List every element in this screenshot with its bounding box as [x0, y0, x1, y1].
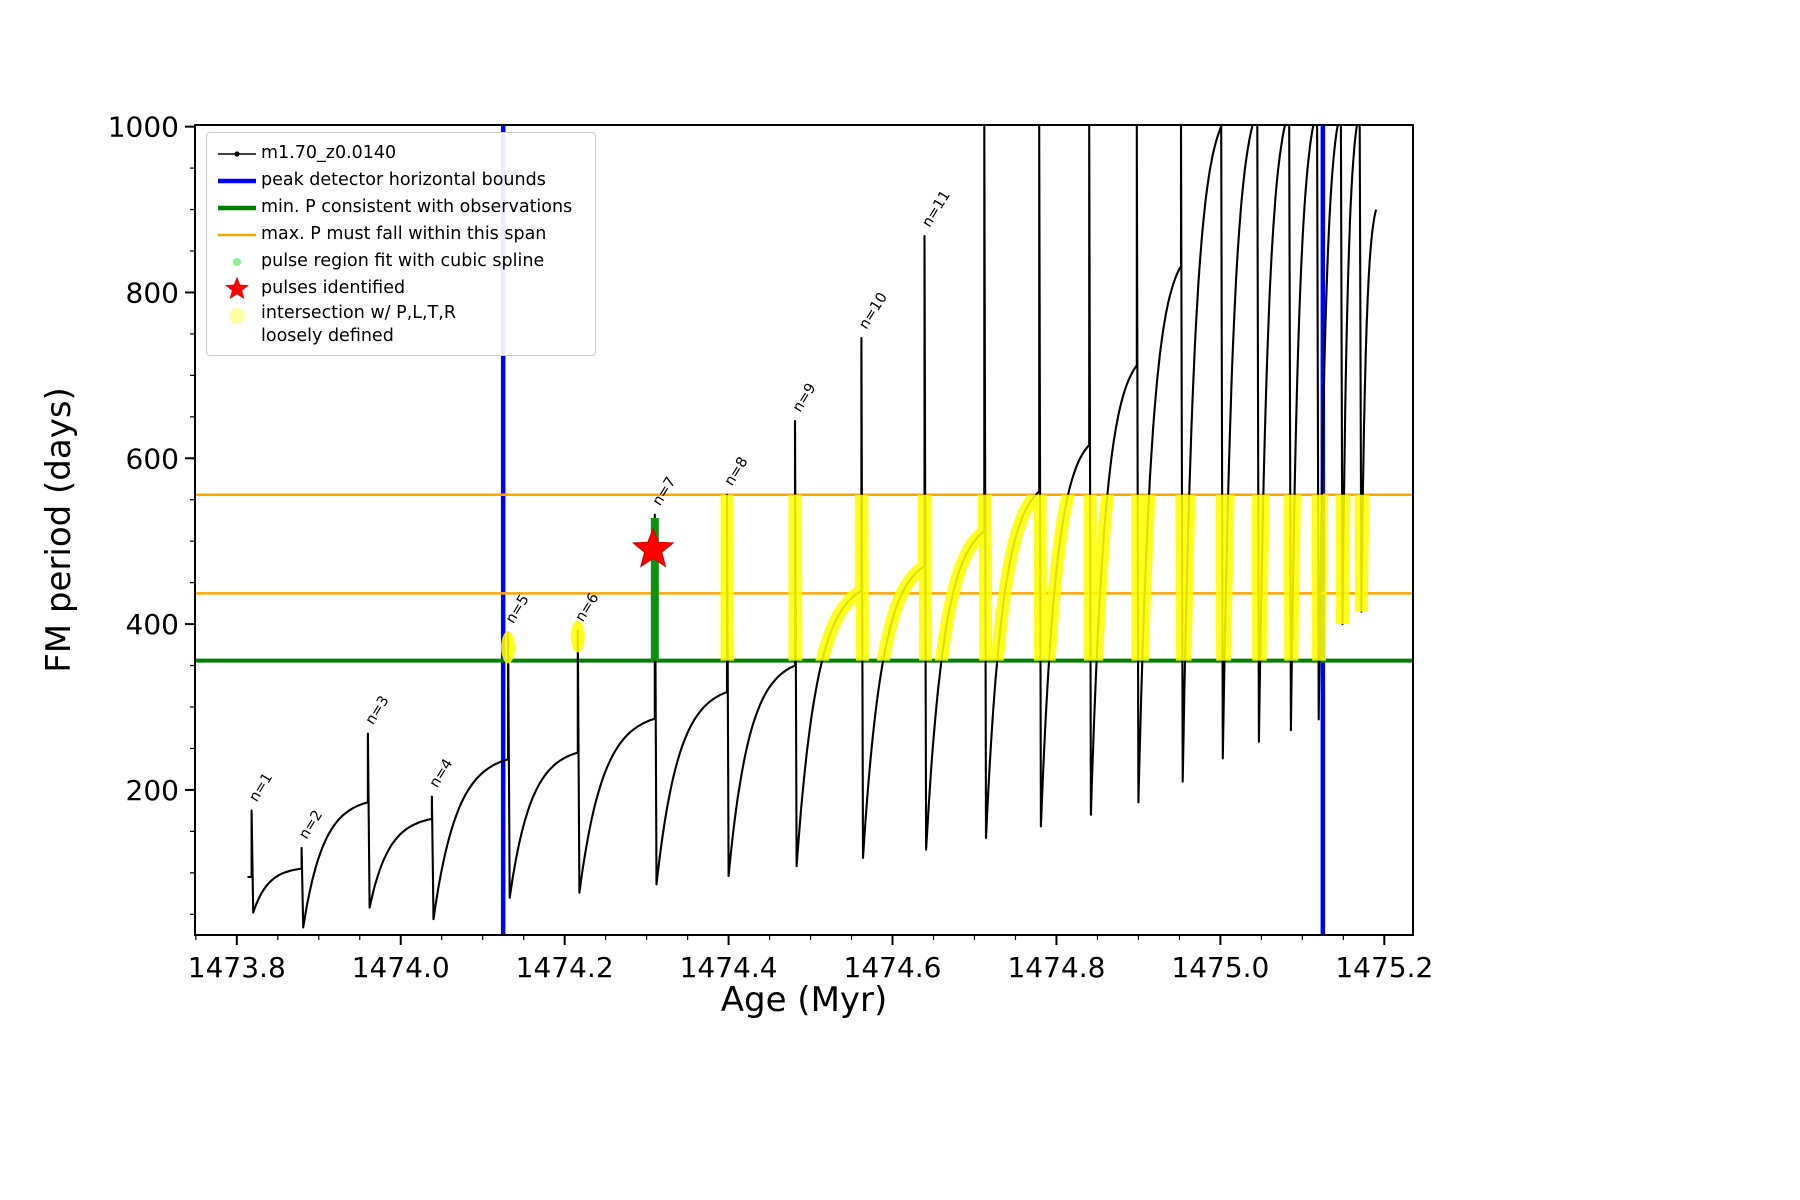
legend-item: pulse region fit with cubic spline [213, 248, 585, 275]
yellow-intersection-overlay [720, 494, 1370, 661]
pulse-label: n=8 [722, 454, 752, 488]
x-tick-label: 1474.4 [680, 951, 778, 984]
yellow-intersection-blob [570, 620, 585, 653]
legend-item: pulses identified [213, 275, 585, 302]
y-tick-label: 1000 [108, 111, 179, 144]
x-tick-label: 1473.8 [188, 951, 286, 984]
pulse-label: n=9 [790, 381, 820, 415]
x-tick-label: 1475.2 [1335, 951, 1433, 984]
pulse-label: n=3 [363, 693, 393, 727]
thick-line-icon [213, 194, 261, 221]
legend-label: peak detector horizontal bounds [261, 170, 546, 190]
y-tick-label: 800 [126, 276, 179, 309]
small-dot-icon [213, 248, 261, 275]
pulse-label: n=2 [296, 808, 326, 842]
star-icon [213, 275, 261, 302]
legend-label: m1.70_z0.0140 [261, 143, 397, 163]
y-tick-label: 400 [126, 608, 179, 641]
pulse-label: n=6 [573, 590, 603, 624]
x-tick-label: 1474.0 [352, 951, 450, 984]
legend-item: intersection w/ P,L,T,R loosely defined [213, 302, 585, 348]
legend-label: pulses identified [261, 278, 406, 298]
big-dot-icon [213, 302, 261, 329]
legend-item: peak detector horizontal bounds [213, 167, 585, 194]
x-tick-label: 1474.2 [516, 951, 614, 984]
pulse-label: n=4 [427, 756, 457, 790]
plot-frame [194, 124, 1414, 936]
y-tick-label: 200 [126, 774, 179, 807]
pulse-label: n=5 [503, 592, 533, 626]
y-tick-label: 600 [126, 442, 179, 475]
y-axis-label: FM period (days) [39, 387, 79, 673]
pulse-label: n=11 [919, 188, 954, 230]
x-tick-label: 1474.8 [1007, 951, 1105, 984]
yellow-intersection-blob [501, 631, 516, 664]
legend-item: min. P consistent with observations [213, 194, 585, 221]
thin-line-icon [213, 221, 261, 248]
pulse-identified-star [631, 527, 675, 568]
legend-item: m1.70_z0.0140 [213, 140, 585, 167]
pulse-label: n=1 [246, 770, 276, 804]
legend-label: intersection w/ P,L,T,R loosely defined [261, 303, 456, 346]
x-axis-label: Age (Myr) [721, 980, 888, 1020]
legend-label: max. P must fall within this span [261, 224, 547, 244]
legend-label: pulse region fit with cubic spline [261, 251, 545, 271]
thick-line-icon [213, 167, 261, 194]
legend-label: min. P consistent with observations [261, 197, 573, 217]
pulse-label: n=7 [650, 474, 680, 508]
legend-item: max. P must fall within this span [213, 221, 585, 248]
line-dot-marker-icon [213, 140, 261, 167]
x-tick-label: 1474.6 [844, 951, 942, 984]
x-tick-label: 1475.0 [1171, 951, 1269, 984]
pulse-label: n=10 [856, 290, 891, 332]
